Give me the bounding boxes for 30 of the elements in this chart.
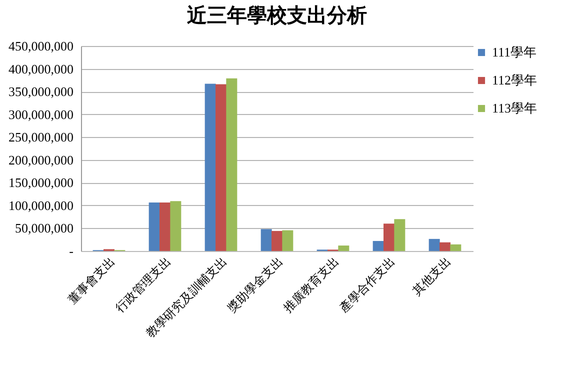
- x-tick-label: 其他支出: [410, 254, 454, 298]
- bar: [440, 242, 450, 251]
- y-tick-label: 200,000,000: [8, 152, 74, 168]
- y-tick-label: 350,000,000: [8, 84, 74, 100]
- legend-label: 111學年: [492, 44, 537, 60]
- y-tick-label: 150,000,000: [8, 175, 74, 190]
- y-tick-label: 100,000,000: [8, 198, 74, 213]
- bar: [428, 238, 440, 251]
- bar: [204, 84, 216, 251]
- bar: [394, 219, 406, 251]
- bar: [384, 224, 394, 251]
- y-tick-label: 400,000,000: [8, 61, 74, 76]
- bar: [450, 244, 462, 251]
- y-tick-label: 250,000,000: [8, 130, 74, 145]
- chart-title: 近三年學校支出分析: [186, 4, 367, 27]
- bar: [148, 202, 160, 251]
- bar: [260, 229, 272, 251]
- bar: [338, 246, 350, 251]
- bar: [226, 78, 238, 251]
- y-tick-label: 450,000,000: [8, 38, 74, 54]
- bar: [160, 202, 170, 251]
- bar: [372, 240, 384, 251]
- legend-label: 113學年: [492, 100, 538, 116]
- y-tick-label: 300,000,000: [8, 106, 74, 122]
- y-tick-label: 50,000,000: [15, 220, 74, 236]
- bar: [272, 230, 282, 251]
- bar: [170, 201, 182, 251]
- bar: [282, 230, 294, 251]
- legend-label: 112學年: [492, 72, 538, 88]
- bar: [216, 84, 226, 251]
